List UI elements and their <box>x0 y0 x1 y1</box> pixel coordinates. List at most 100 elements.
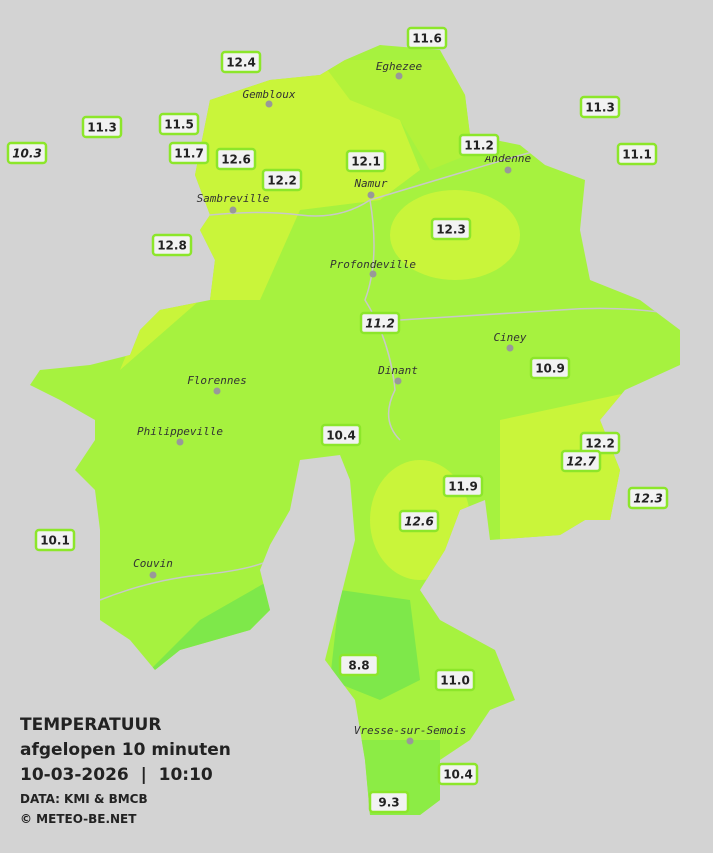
station-box <box>158 112 200 136</box>
station: 10.3 <box>6 141 48 165</box>
station-box <box>345 149 387 173</box>
station: 10.1 <box>34 528 76 552</box>
city-label: Ciney <box>493 331 526 344</box>
station: 12.2 <box>579 431 621 455</box>
subtitle: afgelopen 10 minuten <box>20 740 231 760</box>
station: 12.3 <box>430 217 472 241</box>
station-box <box>560 449 602 473</box>
station-value: 10.1 <box>40 534 70 548</box>
station-box <box>34 528 76 552</box>
station: 12.6 <box>215 147 257 171</box>
station-value: 11.0 <box>440 674 470 688</box>
station: 9.3 <box>368 790 410 814</box>
city-label: Couvin <box>133 557 173 570</box>
city: Profondeville <box>330 258 416 278</box>
station: 10.9 <box>529 356 571 380</box>
station-value: 11.2 <box>464 139 494 153</box>
station-value: 12.6 <box>221 153 251 167</box>
source: DATA: KMI & BMCB <box>20 792 148 806</box>
station-value: 10.9 <box>535 362 565 376</box>
station: 11.3 <box>579 95 621 119</box>
station-box <box>458 133 500 157</box>
station: 11.2 <box>458 133 500 157</box>
station: 11.3 <box>81 115 123 139</box>
station-box <box>151 233 193 257</box>
station-value: 11.3 <box>87 121 117 135</box>
city: Couvin <box>133 557 173 579</box>
station-value: 12.4 <box>226 56 256 70</box>
city: Vresse-sur-Semois <box>354 724 467 745</box>
station-box <box>616 142 658 166</box>
city: Ciney <box>493 331 527 352</box>
legend-block: TEMPERATUUR afgelopen 10 minuten 10-03-2… <box>20 715 231 826</box>
station-value: 11.5 <box>164 118 194 132</box>
station-box <box>359 311 401 335</box>
station: 11.7 <box>168 141 210 165</box>
station-box <box>437 762 479 786</box>
stations: 11.6 12.4 11.3 11.3 11.5 10.3 11.7 12.6 12.1 11.2… <box>6 26 669 814</box>
city: Dinant <box>377 364 418 385</box>
station-value: 11.2 <box>365 317 395 331</box>
station-value: 12.8 <box>157 239 187 253</box>
station-value: 11.3 <box>585 101 615 115</box>
station-value: 12.1 <box>351 155 381 169</box>
station: 11.6 <box>406 26 448 50</box>
city-label: Dinant <box>377 364 418 377</box>
station-value: 12.3 <box>633 492 663 506</box>
station-box <box>442 474 484 498</box>
station: 10.4 <box>320 423 362 447</box>
station-box <box>215 147 257 171</box>
station-box <box>434 668 476 692</box>
station-value: 11.9 <box>448 480 478 494</box>
station-box <box>529 356 571 380</box>
station-box <box>430 217 472 241</box>
station: 12.6 <box>398 509 440 533</box>
station-box <box>398 509 440 533</box>
city-label: Namur <box>353 177 387 190</box>
timestamp: 10-03-2026 | 10:10 <box>20 765 213 785</box>
station: 8.8 <box>338 653 380 677</box>
station-value: 11.6 <box>412 32 442 46</box>
station: 12.3 <box>627 486 669 510</box>
city: Eghezee <box>376 60 423 80</box>
station: 12.4 <box>220 50 262 74</box>
station: 11.5 <box>158 112 200 136</box>
city: Philippeville <box>137 425 223 446</box>
station-box <box>320 423 362 447</box>
city-label: Vresse-sur-Semois <box>354 724 467 737</box>
station: 11.9 <box>442 474 484 498</box>
station: 11.0 <box>434 668 476 692</box>
station-value: 10.4 <box>443 768 473 782</box>
station-value: 10.4 <box>326 429 356 443</box>
city-label: Florennes <box>187 374 247 387</box>
station: 11.1 <box>616 142 658 166</box>
station-value: 12.2 <box>267 174 297 188</box>
station-box <box>338 653 380 677</box>
station: 12.7 <box>560 449 602 473</box>
station: 12.8 <box>151 233 193 257</box>
station-value: 12.6 <box>404 515 434 529</box>
station-value: 11.1 <box>622 148 652 162</box>
station-value: 12.3 <box>436 223 466 237</box>
station-value: 10.3 <box>12 147 42 161</box>
station-value: 12.7 <box>566 455 596 469</box>
city: Gembloux <box>243 88 296 108</box>
station-box <box>220 50 262 74</box>
city-label: Eghezee <box>376 60 423 73</box>
station-value: 8.8 <box>348 659 369 673</box>
station-box <box>368 790 410 814</box>
station-box <box>627 486 669 510</box>
station-value: 12.2 <box>585 437 615 451</box>
city-label: Gembloux <box>243 88 296 101</box>
station-value: 9.3 <box>378 796 399 810</box>
station: 12.1 <box>345 149 387 173</box>
city: Florennes <box>187 374 247 395</box>
station: 10.4 <box>437 762 479 786</box>
station-box <box>261 168 303 192</box>
city-label: Sambreville <box>197 192 270 205</box>
station: 12.2 <box>261 168 303 192</box>
station-box <box>406 26 448 50</box>
station-box <box>6 141 48 165</box>
city-label: Profondeville <box>330 258 416 271</box>
